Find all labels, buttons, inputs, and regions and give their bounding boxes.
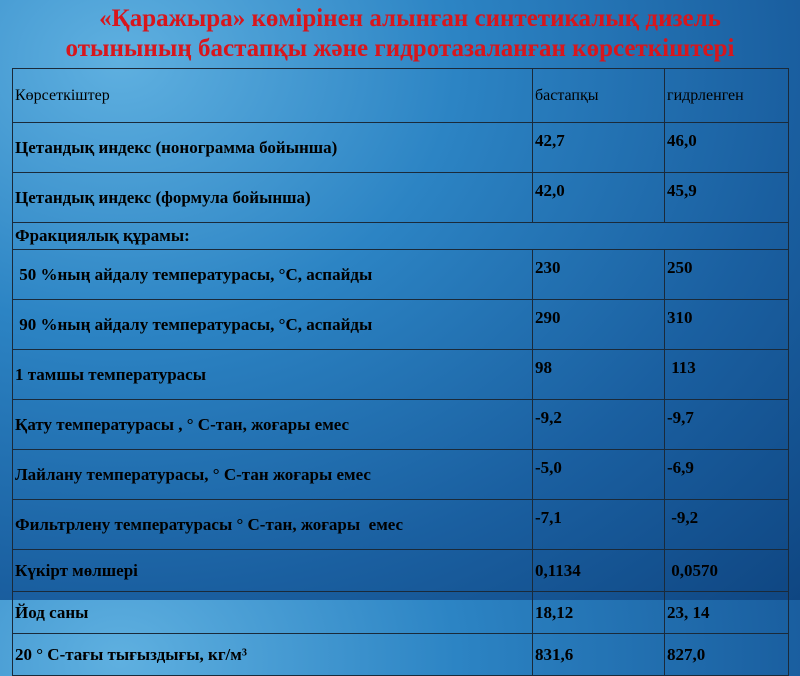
indicator-cell: Лайлану температурасы, ° С-тан жоғары ем… <box>12 449 533 500</box>
value-cell: 42,7 <box>532 122 665 173</box>
indicator-cell: Йод саны <box>12 591 533 634</box>
indicator-cell: Фракциялық құрамы: <box>12 222 789 250</box>
value-cell: -6,9 <box>664 449 789 500</box>
indicator-cell: 50 %ның айдалу температурасы, °С, аспайд… <box>12 249 533 300</box>
table-row: 1 тамшы температурасы 98 113 <box>12 349 789 400</box>
table-row: 20 ° С-тағы тығыздығы, кг/м³ 831,6 827,0 <box>12 633 789 676</box>
value-cell: -9,7 <box>664 399 789 450</box>
header-cell: гидрленген <box>664 68 789 123</box>
indicator-cell: 20 ° С-тағы тығыздығы, кг/м³ <box>12 633 533 676</box>
table-row: 50 %ның айдалу температурасы, °С, аспайд… <box>12 249 789 300</box>
value-cell: 310 <box>664 299 789 350</box>
title: «Қаражыра» көмірінен алынған синтетикалы… <box>0 4 800 64</box>
table-row: Йод саны 18,12 23, 14 <box>12 591 789 634</box>
header-row: Көрсеткіштер бастапқы гидрленген <box>12 68 789 123</box>
indicator-cell: Цетандық индекс (формула бойынша) <box>12 172 533 223</box>
value-cell: 831,6 <box>532 633 665 676</box>
value-cell: -7,1 <box>532 499 665 550</box>
indicator-cell: 1 тамшы температурасы <box>12 349 533 400</box>
header-cell: Көрсеткіштер <box>12 68 533 123</box>
value-cell: 42,0 <box>532 172 665 223</box>
value-cell: -9,2 <box>532 399 665 450</box>
table-row: Цетандық индекс (формула бойынша) 42,0 45,… <box>12 172 789 223</box>
value-cell: 98 <box>532 349 665 400</box>
table-row: Фильтрлену температурасы ° С-тан, жоғары… <box>12 499 789 550</box>
value-cell: 290 <box>532 299 665 350</box>
value-cell: 23, 14 <box>664 591 789 634</box>
value-cell: 0,0570 <box>664 549 789 592</box>
header-cell: бастапқы <box>532 68 665 123</box>
table-row: Фракциялық құрамы: <box>12 222 789 250</box>
value-cell: 230 <box>532 249 665 300</box>
table-row: Күкірт мөлшері 0,1134 0,0570 <box>12 549 789 592</box>
title-line: «Қаражыра» көмірінен алынған синтетикалы… <box>99 5 721 32</box>
table-row: 90 %ның айдалу температурасы, °С, аспайд… <box>12 299 789 350</box>
indicator-cell: 90 %ның айдалу температурасы, °С, аспайд… <box>12 299 533 350</box>
value-cell: 250 <box>664 249 789 300</box>
indicator-cell: Цетандық индекс (нонограмма бойынша) <box>12 122 533 173</box>
value-cell: -9,2 <box>664 499 789 550</box>
value-cell: 0,1134 <box>532 549 665 592</box>
value-cell: 46,0 <box>664 122 789 173</box>
value-cell: 827,0 <box>664 633 789 676</box>
title-line: отынының бастапқы және гидротазаланған к… <box>65 35 735 62</box>
data-table: Көрсеткіштер бастапқы гидрленген Цетандық и… <box>12 68 789 676</box>
value-cell: -5,0 <box>532 449 665 500</box>
value-cell: 45,9 <box>664 172 789 223</box>
value-cell: 18,12 <box>532 591 665 634</box>
indicator-cell: Күкірт мөлшері <box>12 549 533 592</box>
table-row: Қату температурасы , ° С-тан, жоғары еме… <box>12 399 789 450</box>
table-row: Цетандық индекс (нонограмма бойынша) 42,7… <box>12 122 789 173</box>
indicator-cell: Қату температурасы , ° С-тан, жоғары еме… <box>12 399 533 450</box>
table-row: Лайлану температурасы, ° С-тан жоғары ем… <box>12 449 789 500</box>
indicator-cell: Фильтрлену температурасы ° С-тан, жоғары… <box>12 499 533 550</box>
value-cell: 113 <box>664 349 789 400</box>
